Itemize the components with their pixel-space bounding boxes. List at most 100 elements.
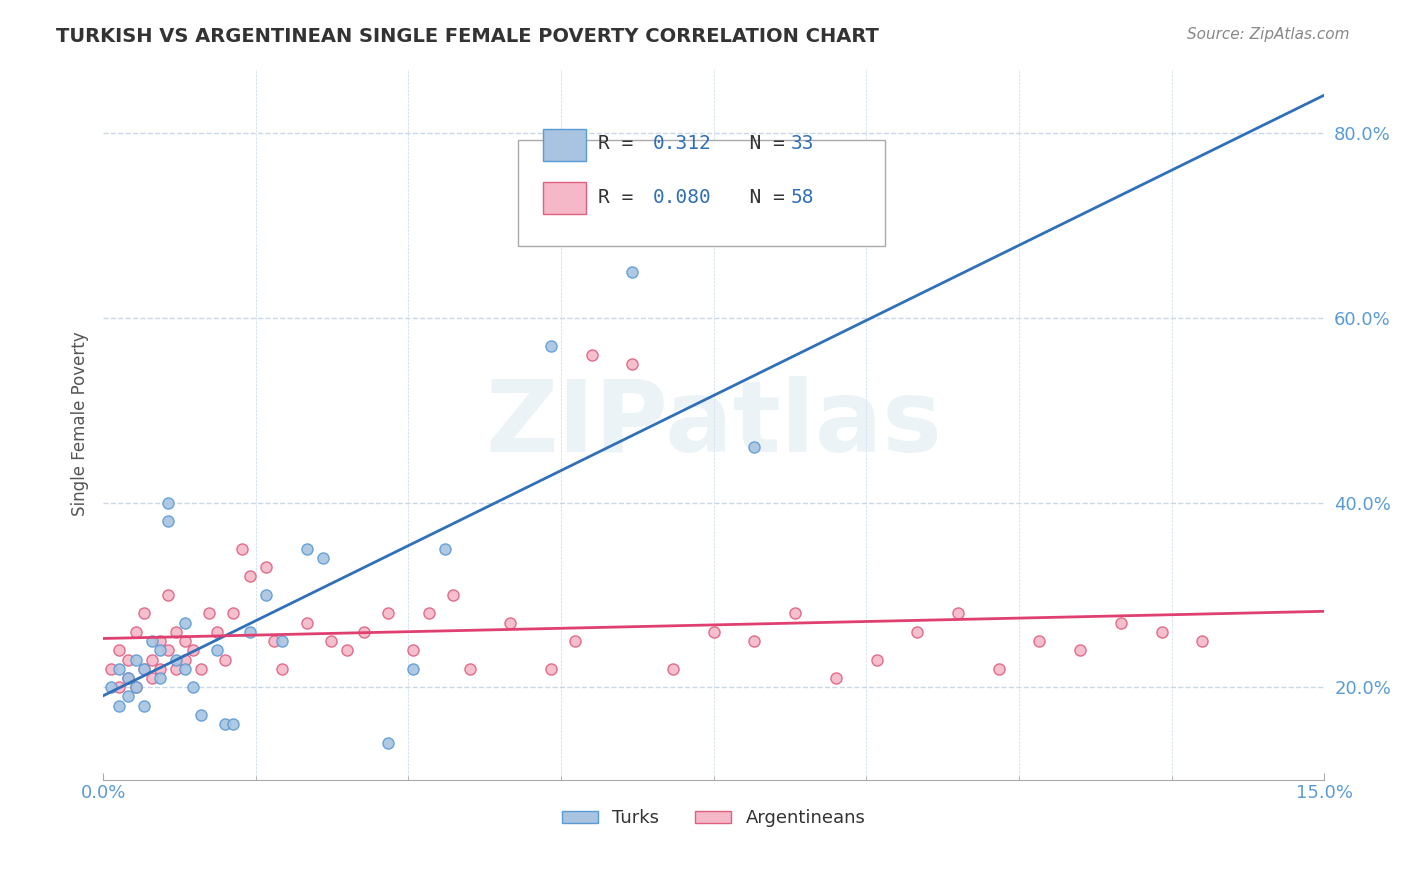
Point [173, 662, 195, 676]
Point [181, 680, 204, 694]
Point [540, 662, 562, 676]
Legend: Turks, Argentineans: Turks, Argentineans [554, 802, 873, 835]
Y-axis label: Single Female Poverty: Single Female Poverty [72, 332, 89, 516]
Point [295, 615, 318, 630]
Text: 58: 58 [790, 188, 814, 208]
Text: Source: ZipAtlas.com: Source: ZipAtlas.com [1187, 27, 1350, 42]
FancyBboxPatch shape [519, 140, 884, 246]
Point [165, 624, 187, 639]
Text: N =: N = [725, 134, 796, 153]
Point [141, 652, 163, 666]
Point [401, 643, 423, 657]
Point [132, 698, 155, 713]
Point [377, 607, 399, 621]
Point [418, 607, 440, 621]
Point [540, 338, 562, 352]
Point [312, 551, 335, 566]
Point [165, 662, 187, 676]
Point [239, 569, 262, 583]
Point [222, 607, 245, 621]
Point [100, 662, 122, 676]
Point [336, 643, 359, 657]
Point [149, 671, 172, 685]
Point [190, 662, 212, 676]
Text: TURKISH VS ARGENTINEAN SINGLE FEMALE POVERTY CORRELATION CHART: TURKISH VS ARGENTINEAN SINGLE FEMALE POV… [56, 27, 879, 45]
Point [181, 643, 204, 657]
Point [125, 680, 148, 694]
Point [125, 624, 148, 639]
Text: ZIPatlas: ZIPatlas [485, 376, 942, 473]
Point [117, 671, 139, 685]
Point [263, 634, 285, 648]
Point [141, 634, 163, 648]
Point [117, 690, 139, 704]
Text: N =: N = [725, 188, 796, 208]
Point [132, 607, 155, 621]
Point [1191, 634, 1213, 648]
Point [946, 607, 969, 621]
Point [987, 662, 1010, 676]
Point [141, 671, 163, 685]
Point [239, 624, 262, 639]
Point [499, 615, 522, 630]
Point [117, 671, 139, 685]
Point [703, 624, 725, 639]
Text: 33: 33 [790, 134, 814, 153]
Point [662, 662, 685, 676]
Point [377, 736, 399, 750]
Point [1028, 634, 1050, 648]
Point [157, 643, 180, 657]
Point [117, 652, 139, 666]
Point [401, 662, 423, 676]
Point [149, 643, 172, 657]
Point [434, 541, 457, 556]
Point [205, 643, 228, 657]
Point [1069, 643, 1091, 657]
Point [785, 607, 807, 621]
Point [319, 634, 342, 648]
FancyBboxPatch shape [543, 129, 585, 161]
Point [865, 652, 887, 666]
Point [108, 662, 131, 676]
Point [108, 643, 131, 657]
Point [458, 662, 481, 676]
Point [173, 634, 195, 648]
Point [564, 634, 586, 648]
Point [157, 514, 180, 528]
FancyBboxPatch shape [543, 182, 585, 214]
Point [905, 624, 928, 639]
Point [825, 671, 848, 685]
Text: 0.080: 0.080 [652, 188, 711, 208]
Point [1150, 624, 1173, 639]
Point [125, 652, 148, 666]
Point [295, 541, 318, 556]
Point [621, 357, 644, 371]
Point [165, 652, 187, 666]
Point [271, 662, 294, 676]
Point [132, 662, 155, 676]
Point [190, 708, 212, 723]
Point [173, 615, 195, 630]
Point [108, 698, 131, 713]
Point [744, 634, 766, 648]
Point [214, 717, 236, 731]
Point [254, 588, 277, 602]
Point [108, 680, 131, 694]
Point [441, 588, 464, 602]
Point [205, 624, 228, 639]
Point [1109, 615, 1132, 630]
Point [149, 634, 172, 648]
Point [231, 541, 253, 556]
Text: R =: R = [598, 134, 657, 153]
Point [744, 440, 766, 454]
Point [222, 717, 245, 731]
Point [581, 348, 603, 362]
Point [173, 652, 195, 666]
Point [157, 495, 180, 509]
Point [198, 607, 221, 621]
Text: 0.312: 0.312 [652, 134, 711, 153]
Point [353, 624, 375, 639]
Point [149, 662, 172, 676]
Point [157, 588, 180, 602]
Point [214, 652, 236, 666]
